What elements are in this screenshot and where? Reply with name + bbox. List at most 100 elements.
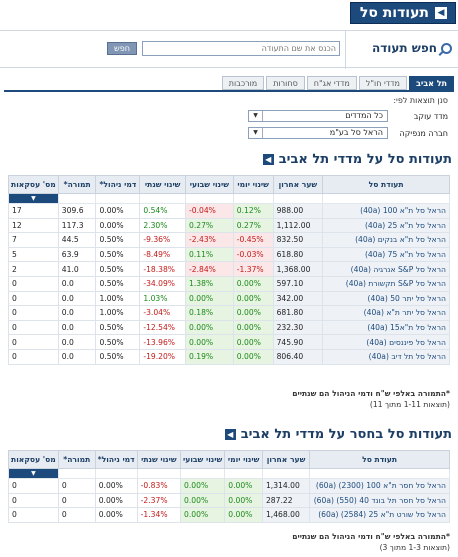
col-header-daily[interactable]: שינוי יומי [232, 175, 274, 194]
yearly-change: -34.09% [139, 275, 186, 292]
weekly-change: 0.00% [185, 334, 234, 350]
col-header-weekly[interactable]: שינוי שבועי [185, 175, 234, 194]
col-header-trades[interactable]: מס' עסקאות [8, 175, 59, 194]
table-row[interactable]: הראל סל שורט ת"א 25 (2584) (60a) 1,468.00… [8, 507, 450, 523]
col-header-name[interactable]: תעודת סל [322, 175, 450, 194]
table-row[interactable]: הראל סל ת"א 75 (40a) 618.80 -0.03% 0.11% -8.… [8, 246, 450, 263]
col-header-trades[interactable]: מס' עסקאות [8, 450, 59, 469]
turnover: 41.0 [57, 261, 97, 277]
trade-count: 0 [8, 348, 59, 365]
etf-name-link[interactable]: הראל סל חסר ת"א 100 (2300) (60a) [309, 478, 450, 494]
etf-name-link[interactable]: הראל סל ת"א בנקים (40a) [322, 232, 450, 248]
daily-change: 0.00% [232, 305, 274, 321]
management-fee: 0.50% [95, 261, 141, 277]
daily-change: 0.00% [232, 348, 274, 365]
table-row[interactable]: הראל סל חסר ת"א 100 (2300) (60a) 1,314.00… [8, 478, 450, 494]
index-filter-row: מדד עוקב כל המדדים ▼ [248, 110, 448, 122]
weekly-change: 0.18% [185, 305, 234, 321]
last-price: 342.00 [272, 290, 324, 307]
turnover: 0.0 [57, 275, 97, 292]
last-price: 232.30 [272, 319, 324, 336]
last-price: 618.80 [272, 246, 324, 263]
trade-count: 0 [8, 319, 59, 336]
search-button[interactable]: חפש [107, 42, 137, 55]
chevron-down-icon: ▼ [249, 128, 263, 138]
sort-desc-icon[interactable]: ▼ [8, 193, 59, 204]
tabs-underline [4, 90, 454, 92]
col-header-last[interactable]: שער אחרון [272, 175, 324, 194]
yearly-change: -18.38% [139, 261, 186, 277]
etf-name-link[interactable]: הראל סל ת"א 100 (40a) [322, 203, 450, 219]
issuer-select[interactable]: הראל סל בע"מ ▼ [248, 127, 388, 139]
etf-name-link[interactable]: הראל סל תל דיב (40a) [322, 348, 450, 365]
etf-name-link[interactable]: הראל סל פיננסים (40a) [322, 334, 450, 350]
tab-tel-aviv[interactable]: תל אביב [408, 76, 454, 90]
table-row[interactable]: הראל סל יתר ת"א (40a) 681.80 0.00% 0.18% -3.… [8, 305, 450, 321]
sort-row: ▼ [8, 468, 450, 479]
chevron-left-icon: ◀ [435, 7, 447, 19]
etf-name-link[interactable]: הראל סל ת"א 25 (40a) [322, 217, 450, 234]
table-body: הראל סל ת"א 100 (40a) 988.00 0.12% -0.04% 0.… [8, 203, 450, 365]
etf-name-link[interactable]: הראל סל S&P אנרגיה (40a) [322, 261, 450, 277]
table-row[interactable]: הראל סל ת"א 25 (40a) 1,112.00 0.27% 0.27% 2.… [8, 217, 450, 234]
search-input[interactable] [142, 41, 340, 56]
etf-name-link[interactable]: הראל סל שורט ת"א 25 (2584) (60a) [309, 507, 450, 523]
daily-change: 0.27% [232, 217, 274, 234]
trade-count: 5 [8, 246, 59, 263]
table-row[interactable]: הראל סל תל דיב (40a) 806.40 0.00% 0.19% -19.… [8, 348, 450, 365]
index-select[interactable]: כל המדדים ▼ [248, 110, 388, 122]
col-header-fee[interactable]: דמי ניהול* [95, 175, 141, 194]
col-header-weekly[interactable]: שינוי שבועי [180, 450, 226, 469]
table-row[interactable]: הראל סל יתר 50 (40a) 342.00 0.00% 0.00% 1.03… [8, 290, 450, 307]
index-filter-label: מדד עוקב [413, 111, 448, 121]
yearly-change: 2.30% [139, 217, 186, 234]
search-title: חפש תעודה [372, 41, 452, 55]
weekly-change: -0.04% [185, 203, 234, 219]
tab-commodities[interactable]: סחורות [266, 76, 305, 90]
daily-change: -1.37% [232, 261, 274, 277]
page-title-bar: תעודות סל ◀ [350, 2, 456, 24]
trade-count: 7 [8, 232, 59, 248]
tab-bond-indices[interactable]: מדדי אג"ח [306, 76, 357, 90]
etf-name-link[interactable]: הראל סל חסר תל בונד 40 (550) (60a) [309, 492, 450, 509]
table-row[interactable]: הראל סל S&P אנרגיה (40a) 1,368.00 -1.37% -2… [8, 261, 450, 277]
tab-complex[interactable]: מורכבות [221, 76, 265, 90]
col-header-fee[interactable]: דמי ניהול* [94, 450, 138, 469]
sort-desc-icon[interactable]: ▼ [8, 468, 59, 479]
last-price: 287.22 [261, 492, 311, 509]
table-row[interactable]: הראל סל S&P תקשורת (40a) 597.10 0.00% 1.38%… [8, 275, 450, 292]
daily-change: 0.00% [224, 478, 263, 494]
chevron-down-icon: ▼ [249, 111, 263, 121]
table-row[interactable]: הראל סל ת"א 100 (40a) 988.00 0.12% -0.04% 0.… [8, 203, 450, 219]
table-header-row: תעודת סל שער אחרון שינוי יומי שינוי שבוע… [8, 450, 450, 469]
col-header-turnover[interactable]: תמורה* [57, 450, 96, 469]
col-header-daily[interactable]: שינוי יומי [224, 450, 263, 469]
turnover: 117.3 [57, 217, 97, 234]
etf-name-link[interactable]: הראל סל S&P תקשורת (40a) [322, 275, 450, 292]
table-row[interactable]: הראל סל פיננסים (40a) 745.90 0.00% 0.00% -13… [8, 334, 450, 350]
yearly-change: 1.03% [139, 290, 186, 307]
col-header-last[interactable]: שער אחרון [261, 450, 311, 469]
etf-name-link[interactable]: הראל סל ת"א15 (40a) [322, 319, 450, 336]
etf-name-link[interactable]: הראל סל ת"א 75 (40a) [322, 246, 450, 263]
turnover: 0 [57, 478, 96, 494]
last-price: 1,468.00 [261, 507, 311, 523]
table-row[interactable]: הראל סל ת"א15 (40a) 232.30 0.00% 0.00% -12.5… [8, 319, 450, 336]
management-fee: 0.50% [95, 246, 141, 263]
daily-change: 0.00% [232, 275, 274, 292]
col-header-yearly[interactable]: שינוי שנתי [139, 175, 186, 194]
etf-name-link[interactable]: הראל סל יתר 50 (40a) [322, 290, 450, 307]
col-header-turnover[interactable]: תמורה* [57, 175, 97, 194]
etf-name-link[interactable]: הראל סל יתר ת"א (40a) [322, 305, 450, 321]
management-fee: 0.00% [94, 492, 138, 509]
col-header-name[interactable]: תעודת סל [309, 450, 450, 469]
result-count: (תוצאות 1-3 מתוך 3) [379, 543, 450, 552]
management-fee: 1.00% [95, 290, 141, 307]
table-row[interactable]: הראל סל חסר תל בונד 40 (550) (60a) 287.22… [8, 492, 450, 509]
yearly-change: -19.20% [139, 348, 186, 365]
col-header-yearly[interactable]: שינוי שנתי [136, 450, 182, 469]
tab-foreign-indices[interactable]: מדדי חו"ל [358, 76, 407, 90]
table-row[interactable]: הראל סל ת"א בנקים (40a) 832.50 -0.45% -2.43… [8, 232, 450, 248]
issuer-filter-row: חברה מנפיקה הראל סל בע"מ ▼ [248, 127, 448, 139]
last-price: 681.80 [272, 305, 324, 321]
